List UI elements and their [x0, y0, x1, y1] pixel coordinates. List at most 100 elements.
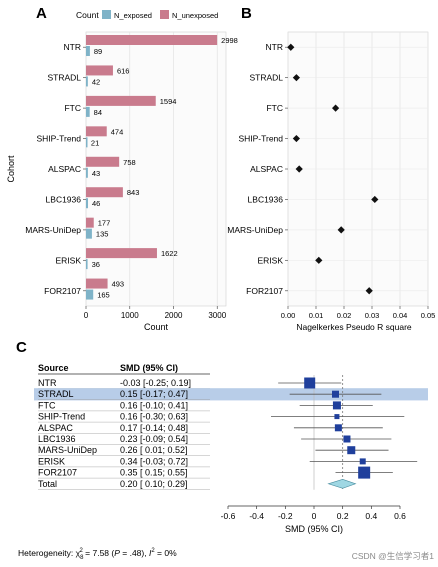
x-tick-label-c: -0.2	[278, 511, 293, 521]
category-label-a: ERISK	[55, 255, 81, 265]
x-tick-label-b: 0.02	[337, 311, 352, 320]
row-smd-label: 0.15 [-0.17; 0.47]	[120, 389, 188, 399]
estimate-square	[343, 435, 351, 443]
category-label-b: ERISK	[257, 255, 283, 265]
total-diamond	[327, 478, 357, 489]
category-label-b: LBC1936	[248, 194, 284, 204]
data-label-exposed: 89	[94, 47, 102, 56]
row-source: ERISK	[38, 456, 65, 466]
point-diamond	[295, 165, 303, 173]
category-label-b: NTR	[266, 42, 283, 52]
bar-exposed	[86, 289, 94, 300]
data-label-unexposed: 843	[127, 188, 140, 197]
category-label-b: SHIP-Trend	[238, 134, 283, 144]
point-diamond	[371, 195, 379, 204]
data-label-exposed: 21	[91, 138, 99, 147]
category-label-a: STRADL	[47, 73, 81, 83]
row-source: MARS-UniDep	[38, 445, 97, 455]
data-label-unexposed: 616	[117, 66, 130, 75]
watermark: CSDN @生信学习者1	[352, 551, 435, 561]
legend-a: Count N_exposed N_unexposed	[76, 10, 218, 20]
x-axis-label-a: Count	[144, 322, 169, 332]
data-label-exposed: 36	[92, 260, 100, 269]
category-label-a: ALSPAC	[48, 164, 81, 174]
data-label-unexposed: 758	[123, 158, 136, 167]
bar-exposed	[86, 137, 88, 148]
row-smd-label: 0.16 [-0.10; 0.41]	[120, 400, 188, 410]
row-smd-label: 0.16 [-0.30; 0.63]	[120, 412, 188, 422]
point-diamond	[315, 256, 323, 264]
data-label-exposed: 42	[92, 77, 100, 86]
x-tick-label-c: 0.6	[394, 511, 406, 521]
data-label-unexposed: 474	[111, 127, 124, 136]
row-source: ALSPAC	[38, 423, 73, 433]
bar-exposed	[86, 46, 90, 56]
legend-label-unexposed: N_unexposed	[172, 11, 218, 20]
heterogeneity-text: Heterogeneity: χ82 = 7.58 (P = .48), I2 …	[18, 548, 177, 561]
panel-a-label: A	[36, 5, 47, 22]
estimate-square	[332, 401, 341, 410]
y-axis-label-a: Cohort	[6, 155, 16, 183]
bar-exposed	[86, 198, 89, 209]
bar-unexposed	[86, 126, 107, 137]
panel-c-label: C	[16, 339, 27, 356]
x-axis-label-b: Nagelkerkes Pseudo R square	[296, 322, 412, 332]
bar-unexposed	[86, 95, 156, 106]
bar-unexposed	[86, 156, 120, 167]
bar-unexposed	[86, 278, 108, 289]
row-smd-label: 0.23 [-0.09; 0.54]	[120, 434, 188, 444]
category-label-b: MARS-UniDep	[227, 225, 283, 235]
row-smd-label: 0.35 [ 0.15; 0.55]	[120, 468, 188, 478]
highlight-row	[34, 388, 428, 401]
estimate-square	[359, 458, 366, 465]
x-tick-label-c: -0.6	[221, 511, 236, 521]
bar-unexposed	[86, 65, 113, 76]
row-smd-label: -0.03 [-0.25; 0.19]	[120, 378, 191, 388]
point-diamond	[365, 287, 373, 295]
category-label-a: NTR	[64, 42, 81, 52]
panel-c-forest-plot: Source SMD (95% CI) NTR -0.03 [-0.25; 0.19]…	[34, 363, 428, 534]
row-source: SHIP-Trend	[38, 412, 85, 422]
x-tick-label-c: 0.2	[337, 511, 349, 521]
data-label-unexposed: 177	[98, 219, 111, 228]
bar-unexposed	[86, 217, 94, 228]
category-label-b: FOR2107	[246, 286, 283, 296]
data-label-unexposed: 2998	[221, 36, 238, 45]
point-diamond	[332, 104, 340, 112]
legend-swatch-exposed	[102, 10, 111, 19]
row-source: LBC1936	[38, 434, 76, 444]
bar-exposed	[86, 76, 88, 87]
x-tick-label-c: 0	[312, 511, 317, 521]
estimate-square	[334, 424, 342, 432]
x-tick-label-c: -0.4	[249, 511, 264, 521]
category-label-a: SHIP-Trend	[36, 134, 81, 144]
column-header-source: Source	[38, 363, 69, 373]
point-diamond	[337, 226, 345, 234]
column-header-smd: SMD (95% CI)	[120, 363, 178, 373]
x-tick-label-a: 2000	[165, 311, 183, 320]
x-tick-label-b: 0.03	[365, 311, 380, 320]
data-label-exposed: 84	[94, 108, 102, 117]
bar-unexposed	[86, 248, 157, 259]
category-label-b: FTC	[266, 103, 283, 113]
x-tick-label-a: 3000	[208, 311, 226, 320]
data-label-unexposed: 493	[112, 280, 125, 289]
bar-exposed	[86, 228, 92, 239]
plot-area-a	[85, 31, 227, 307]
category-label-a: FOR2107	[44, 286, 81, 296]
estimate-square	[332, 390, 339, 398]
bar-exposed	[86, 259, 88, 270]
row-source: FTC	[38, 400, 56, 410]
legend-title: Count	[76, 10, 99, 20]
data-label-unexposed: 1594	[160, 97, 177, 106]
row-smd-label: 0.26 [ 0.01; 0.52]	[120, 445, 188, 455]
point-diamond	[292, 74, 300, 82]
row-smd-label: 0.17 [-0.14; 0.48]	[120, 423, 188, 433]
category-label-b: ALSPAC	[250, 164, 283, 174]
x-tick-label-b: 0.00	[281, 311, 296, 320]
data-label-exposed: 165	[97, 291, 110, 300]
point-diamond	[292, 134, 300, 143]
estimate-square	[347, 446, 356, 455]
category-label-a: FTC	[64, 103, 81, 113]
